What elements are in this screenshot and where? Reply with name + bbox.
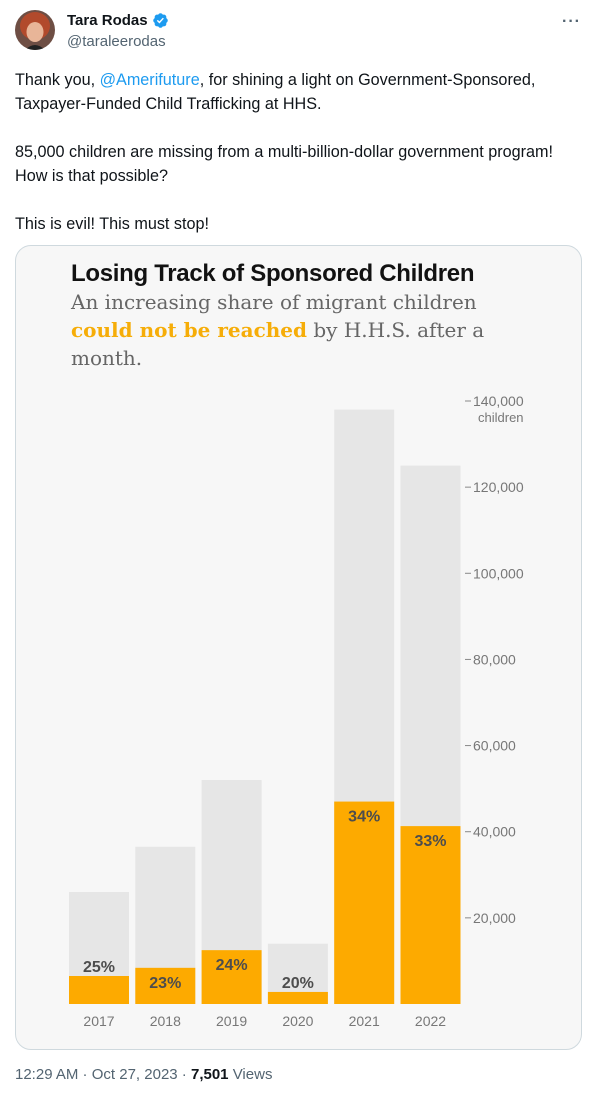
more-icon[interactable]: ··· bbox=[562, 13, 581, 30]
tweet-paragraph-3: This is evil! This must stop! bbox=[15, 215, 210, 233]
x-tick-2018: 2018 bbox=[150, 1013, 181, 1029]
avatar-image bbox=[15, 10, 55, 50]
views-label: Views bbox=[232, 1066, 273, 1083]
tweet-time[interactable]: 12:29 AM bbox=[15, 1066, 79, 1083]
percent-label-2022: 33% bbox=[414, 833, 446, 850]
percent-label-2018: 23% bbox=[149, 975, 181, 992]
subtitle-highlight: could not be reached bbox=[71, 318, 308, 342]
author-name-text[interactable]: Tara Rodas bbox=[67, 12, 148, 29]
percent-label-2021: 34% bbox=[348, 809, 380, 826]
bar-unreached-2021 bbox=[334, 801, 395, 1004]
y-tick-label: 60,000 bbox=[473, 738, 516, 754]
tweet-footer: 12:29 AM · Oct 27, 2023 · 7,501 Views bbox=[15, 1066, 273, 1083]
tweet-paragraph-1: Thank you, @Amerifuture, for shining a l… bbox=[15, 68, 585, 116]
subtitle-text: An increasing share of migrant children bbox=[71, 290, 477, 314]
y-tick-label: 20,000 bbox=[473, 910, 516, 926]
chart-title: Losing Track of Sponsored Children bbox=[71, 260, 475, 287]
bar-chart: 25% 2017 23% 2018 24% 2019 20% 2020 34% 2021 33% 20… bbox=[69, 393, 524, 1029]
views-count: 7,501 bbox=[190, 1066, 229, 1083]
x-tick-2017: 2017 bbox=[83, 1013, 114, 1029]
x-tick-2020: 2020 bbox=[282, 1013, 313, 1029]
bar-unreached-2019 bbox=[201, 950, 262, 1004]
tweet-paragraph-2: 85,000 children are missing from a multi… bbox=[15, 143, 554, 185]
verified-badge-icon bbox=[152, 13, 168, 28]
x-tick-2022: 2022 bbox=[415, 1013, 446, 1029]
author-handle[interactable]: @taraleerodas bbox=[67, 33, 166, 50]
y-tick-label: 80,000 bbox=[473, 651, 516, 667]
subtitle-text: by H.H.S. after a month. bbox=[71, 318, 485, 370]
bar-unreached-2022 bbox=[400, 826, 461, 1004]
text-segment: Thank you, bbox=[15, 71, 100, 89]
tweet-media-chart[interactable]: Losing Track of Sponsored Children An in… bbox=[15, 245, 582, 1050]
y-tick-label: 140,000 bbox=[473, 393, 524, 409]
percent-label-2017: 25% bbox=[83, 959, 115, 976]
y-tick-label: 100,000 bbox=[473, 565, 524, 581]
x-tick-2019: 2019 bbox=[216, 1013, 247, 1029]
author-name[interactable]: Tara Rodas bbox=[67, 12, 169, 29]
mention-link[interactable]: @Amerifuture bbox=[99, 71, 200, 89]
tweet-date[interactable]: Oct 27, 2023 bbox=[91, 1066, 178, 1083]
text-segment: , for shining a light on Government-Spon… bbox=[15, 71, 536, 113]
percent-label-2019: 24% bbox=[216, 957, 248, 974]
y-tick-label: 120,000 bbox=[473, 479, 524, 495]
percent-label-2020: 20% bbox=[282, 975, 314, 992]
bar-unreached-2017 bbox=[69, 976, 129, 1004]
x-tick-2021: 2021 bbox=[349, 1013, 380, 1029]
avatar[interactable] bbox=[15, 10, 55, 50]
bar-unreached-2020 bbox=[267, 991, 328, 1004]
y-unit-label: children bbox=[478, 410, 524, 425]
bar-unreached-2018 bbox=[135, 967, 196, 1004]
tweet-text: Thank you, @Amerifuture, for shining a l… bbox=[15, 68, 585, 260]
y-tick-label: 40,000 bbox=[473, 824, 516, 840]
chart-subtitle: An increasing share of migrant children … bbox=[71, 288, 501, 372]
